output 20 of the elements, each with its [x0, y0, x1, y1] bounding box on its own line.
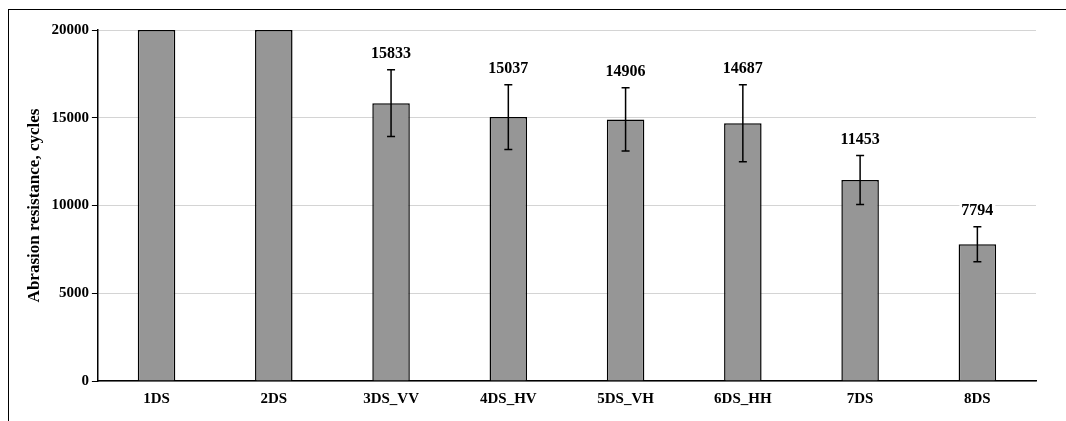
- data-label: 7794: [961, 200, 994, 218]
- y-axis-title: Abrasion resistance, cycles: [23, 108, 43, 303]
- y-tick-label: 5000: [58, 284, 89, 301]
- y-tick-label: 15000: [51, 108, 89, 125]
- x-tick-label: 2DS: [260, 389, 288, 406]
- data-label: 15833: [371, 43, 412, 61]
- y-tick-label: 20000: [51, 20, 89, 37]
- x-tick-label: 3DS_VV: [363, 389, 420, 406]
- y-tick-label: 0: [81, 371, 89, 388]
- data-label: 15037: [488, 58, 529, 76]
- x-tick-label: 5DS_VH: [597, 389, 655, 406]
- x-tick-label: 4DS_HV: [479, 389, 537, 406]
- y-tick-label: 10000: [51, 196, 89, 213]
- x-tick-label: 1DS: [143, 389, 170, 406]
- x-tick-label: 6DS_HH: [714, 389, 772, 406]
- x-tick-label: 7DS: [846, 389, 874, 406]
- x-tick-label: 8DS: [964, 389, 991, 406]
- data-label: 14687: [722, 58, 763, 76]
- data-label: 14906: [605, 61, 646, 79]
- data-label: 11453: [840, 129, 880, 147]
